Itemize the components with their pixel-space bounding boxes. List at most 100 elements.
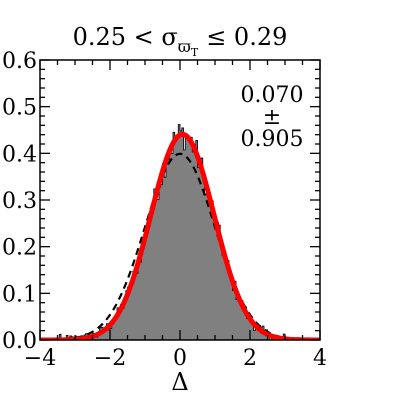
histogram-bin [153, 188, 156, 340]
histogram-bin [122, 308, 125, 340]
histogram-bin [194, 149, 197, 340]
title-lhs: 0.25 < σ [73, 23, 178, 51]
fit-curve [40, 131, 320, 340]
x-tick-label: 2 [243, 346, 257, 371]
y-tick-label: 0.5 [2, 96, 37, 121]
x-tick-label: 0 [173, 346, 187, 371]
title-sub-main: ϖ [178, 37, 191, 56]
histogram-bin [120, 304, 123, 340]
histogram-bin [103, 331, 106, 340]
histogram-bin [167, 159, 170, 340]
histogram-bin [243, 311, 246, 340]
histogram-bin [146, 233, 149, 340]
histogram-bin [199, 163, 202, 340]
annotation-pm: ± [263, 105, 281, 130]
histogram-bin [192, 152, 195, 340]
x-tick-label: −4 [24, 346, 56, 371]
histogram-bin [118, 311, 121, 340]
histogram-bin [148, 223, 151, 340]
y-tick-label: 0.6 [2, 49, 37, 74]
histogram-bin [197, 167, 200, 340]
histogram-bin [206, 184, 209, 340]
histogram-bin [169, 151, 172, 340]
y-tick-label: 0.1 [2, 282, 37, 307]
histogram-bin [216, 222, 219, 340]
histogram-bin [96, 337, 99, 340]
histogram-bin [152, 208, 155, 340]
histogram-bin [134, 268, 137, 340]
histogram-bin [132, 271, 135, 340]
histogram-bin [208, 190, 211, 340]
histogram-bin [125, 290, 128, 340]
histogram-bin [108, 330, 111, 340]
histogram-bin [225, 258, 228, 340]
histogram-bin [173, 132, 176, 340]
title-sub-sub: T [191, 46, 199, 59]
y-tick-label: 0.2 [2, 236, 37, 261]
histogram-bin [188, 139, 191, 340]
histogram-bin [136, 273, 139, 340]
histogram-bin [155, 195, 158, 340]
histogram-bin [264, 331, 267, 340]
histogram-bin [209, 204, 212, 340]
histogram-bin [157, 199, 160, 340]
y-tick-label: 0.3 [2, 189, 37, 214]
histogram-bin [115, 316, 118, 340]
histogram-bin [171, 153, 174, 340]
histogram-bin [239, 302, 242, 340]
histogram-bin [166, 163, 169, 340]
histogram-bin [110, 328, 113, 340]
histogram-bin [145, 230, 148, 340]
x-tick-label: −2 [94, 346, 126, 371]
histogram-bin [94, 336, 97, 340]
histogram-bin [139, 262, 142, 340]
chart-title: 0.25 < σϖT ≤ 0.29 [73, 23, 288, 59]
histogram-bin [211, 200, 214, 340]
y-tick-label: 0.0 [2, 329, 37, 354]
histogram-bin [97, 335, 100, 340]
histogram-bin [143, 243, 146, 340]
histogram-bin [180, 130, 183, 340]
histogram-bin [232, 290, 235, 340]
x-tick-label: 4 [313, 346, 327, 371]
histogram-bin [162, 163, 165, 340]
histogram-bin [267, 337, 270, 340]
histogram-bin [178, 124, 181, 340]
histogram-bin [124, 301, 127, 340]
histogram-bin [113, 321, 116, 340]
axis-ticks: −4 −2 0 2 4 0.0 0.1 0.2 0.3 0.4 0.5 0.6 [2, 49, 327, 371]
reference-curve [40, 152, 320, 340]
title-rhs: ≤ 0.29 [206, 23, 287, 51]
histogram-bin [201, 158, 204, 340]
histogram-bin [251, 323, 254, 340]
histogram-bin [141, 243, 144, 340]
histogram-bin [104, 330, 107, 340]
histogram-bin [227, 260, 230, 340]
annotation-mean: 0.070 [241, 83, 304, 108]
histogram-bin [258, 325, 261, 340]
histogram-bin [59, 334, 62, 340]
histogram-bin [127, 286, 130, 340]
histogram-bin [111, 324, 114, 340]
histogram-bin [117, 307, 120, 340]
histogram-bin [213, 210, 216, 340]
histogram-bin [215, 227, 218, 340]
histogram-bin [255, 328, 258, 340]
histogram-bin [106, 323, 109, 340]
histogram-bin [244, 306, 247, 340]
histogram-bin [159, 187, 162, 340]
histogram-bin [183, 149, 186, 340]
histogram-bin [236, 299, 239, 340]
histogram-bin [176, 135, 179, 340]
annotation-sigma: 0.905 [241, 127, 304, 152]
histogram-bin [222, 255, 225, 340]
histogram-bin [187, 138, 190, 340]
histogram-bin [174, 139, 177, 340]
histogram-bin [185, 133, 188, 340]
histogram-bin [253, 330, 256, 340]
histogram-bin [181, 127, 184, 340]
histogram-bin [218, 225, 221, 340]
histogram-bin [223, 253, 226, 340]
histogram-bin [131, 281, 134, 340]
histogram-bin [230, 275, 233, 340]
